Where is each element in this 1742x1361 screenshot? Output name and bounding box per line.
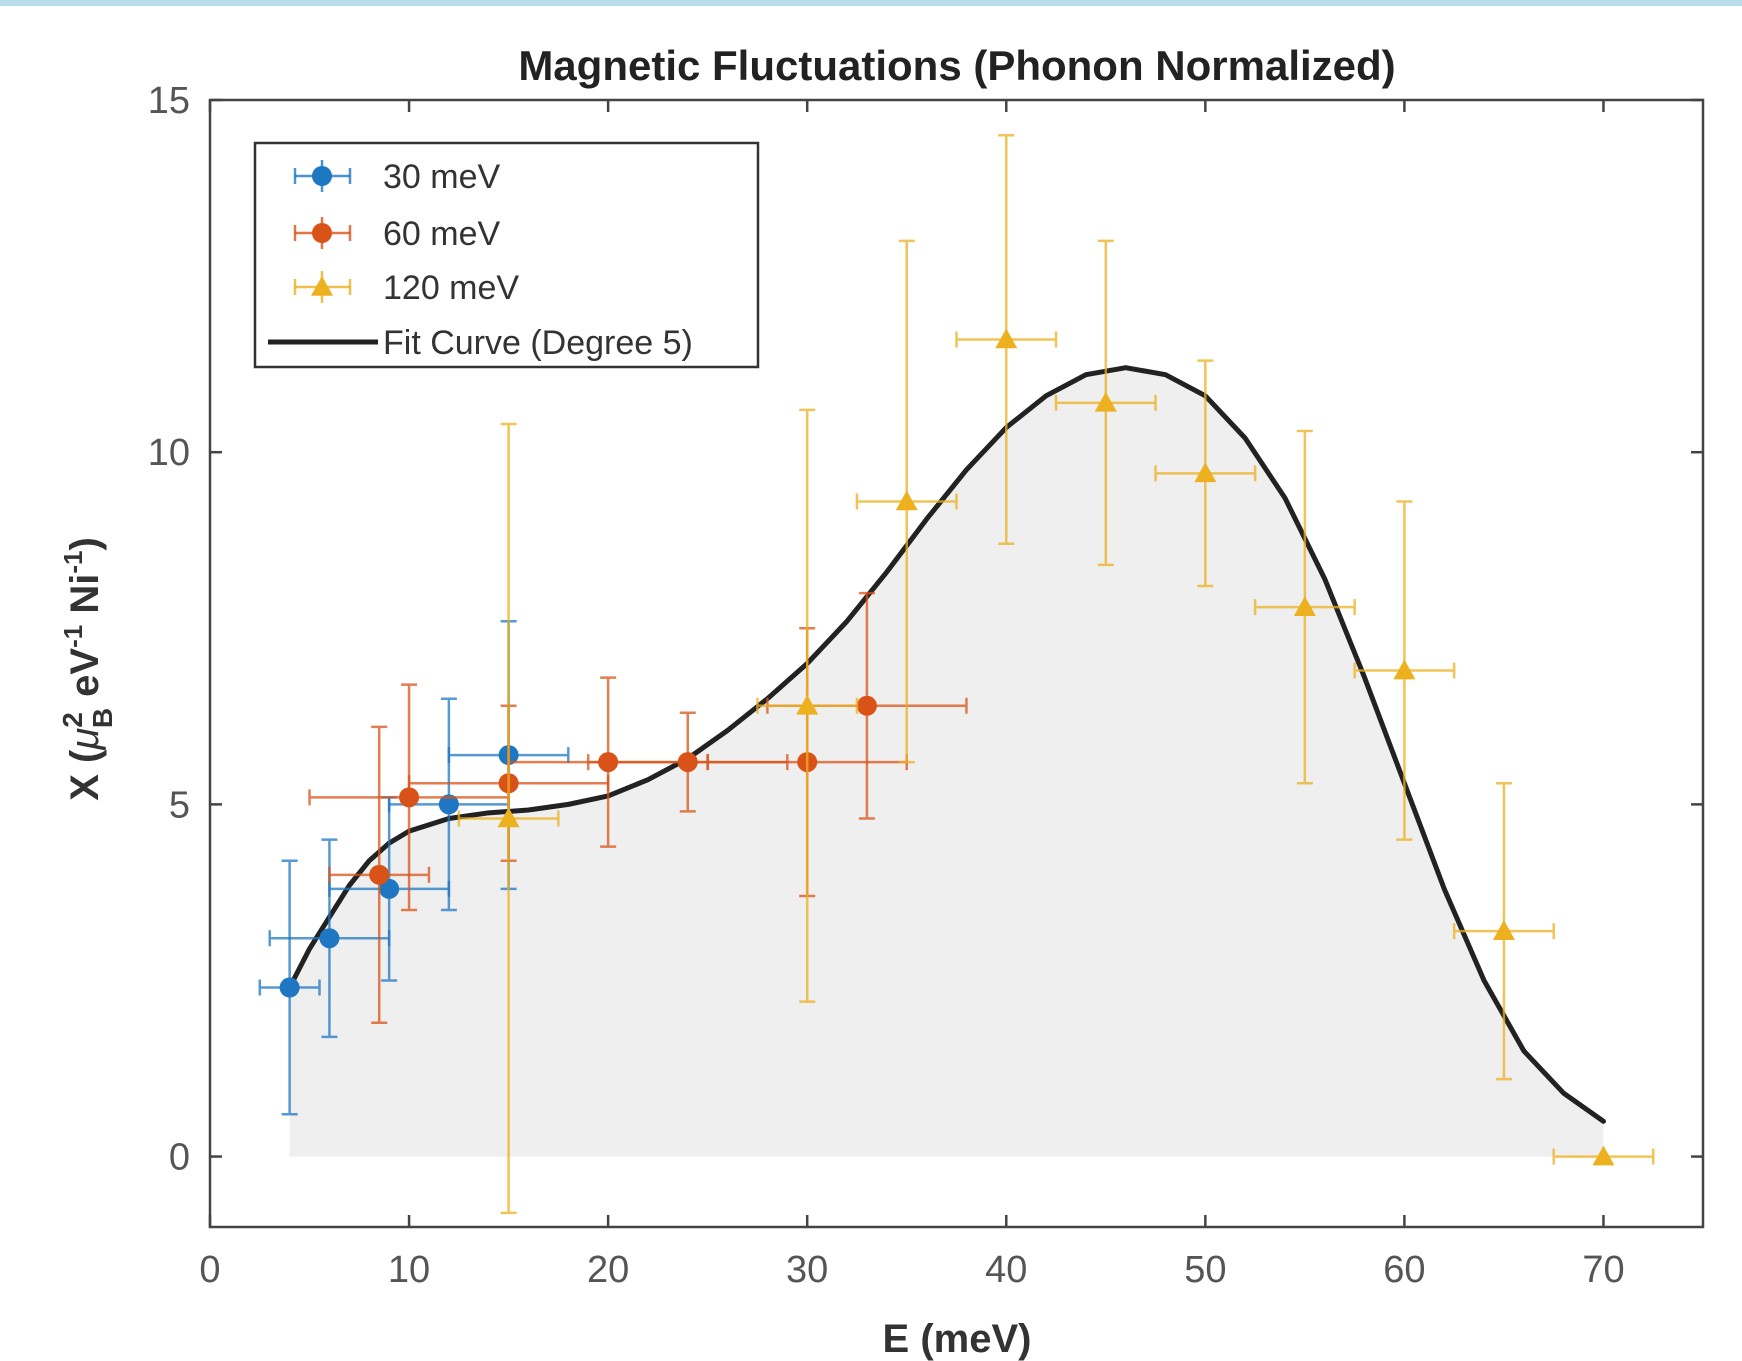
series-layer (258, 133, 1655, 1215)
data-point (438, 794, 459, 815)
legend-label: 30 meV (383, 158, 500, 196)
chart-title: Magnetic Fluctuations (Phonon Normalized… (518, 42, 1395, 89)
legend-marker (312, 166, 332, 186)
data-point (369, 864, 390, 885)
series-2 (457, 133, 1655, 1215)
top-border-strip (0, 0, 1742, 6)
y-axis-label: X (μ2B eV-1 Ni-1) (57, 537, 118, 801)
y-tick-label: 5 (169, 784, 190, 826)
legend: 30 meV 60 meV 120 meV Fit Curve (Degree 5) (253, 141, 760, 369)
data-point (856, 695, 877, 716)
data-point (497, 807, 520, 828)
y-tick-label: 0 (169, 1137, 190, 1179)
data-point (1094, 391, 1117, 412)
x-tick-label: 70 (1582, 1249, 1624, 1291)
x-tick-label: 20 (587, 1249, 629, 1291)
legend-item-0: 30 meV (293, 158, 500, 196)
data-point (399, 787, 420, 808)
legend-label: Fit Curve (Degree 5) (383, 324, 693, 362)
shaded-area-layer (289, 367, 1604, 1157)
y-label-sup1a: -1 (58, 625, 88, 648)
tick-layer: 0 10 20 30 40 50 60 70 0 5 10 15 (148, 80, 1703, 1291)
y-label-ni: Ni (63, 574, 107, 625)
legend-marker (311, 276, 333, 296)
data-point (319, 928, 340, 949)
legend-marker (312, 223, 332, 243)
legend-item-2: 120 meV (293, 269, 519, 307)
x-tick-label: 50 (1184, 1249, 1226, 1291)
y-tick-label: 15 (148, 80, 190, 122)
y-tick-label: 10 (148, 432, 190, 474)
data-point (1592, 1145, 1615, 1166)
legend-label: 120 meV (383, 269, 519, 307)
y-label-mu: μ (63, 728, 107, 751)
legend-box (253, 141, 760, 369)
plot-frame (208, 98, 1705, 1229)
y-label-ev: eV (63, 648, 107, 708)
legend-label: 60 meV (383, 215, 500, 253)
x-tick-label: 40 (985, 1249, 1027, 1291)
data-point (379, 878, 400, 899)
legend-item-fit: Fit Curve (Degree 5) (268, 324, 693, 362)
data-point (677, 752, 698, 773)
data-point (1393, 659, 1416, 680)
x-tick-label: 0 (199, 1249, 220, 1291)
x-tick-label: 60 (1383, 1249, 1425, 1291)
data-point (1492, 920, 1515, 940)
x-tick-label: 10 (388, 1249, 430, 1291)
y-label-subB: B (87, 708, 118, 728)
data-point (895, 490, 918, 511)
data-point (796, 694, 819, 715)
y-label-suffix: ) (63, 537, 107, 550)
legend-item-1: 60 meV (293, 215, 500, 253)
x-axis-label: E (meV) (883, 1317, 1032, 1361)
y-label-prefix: X ( (63, 749, 107, 801)
y-label-sup1b: -1 (58, 551, 88, 574)
x-tick-label: 30 (786, 1249, 828, 1291)
data-point (1293, 596, 1316, 616)
data-point (995, 328, 1018, 349)
shaded-area (289, 367, 1604, 1157)
data-point (279, 977, 300, 998)
data-point (1194, 462, 1217, 483)
y-label-sup2: 2 (57, 712, 88, 728)
